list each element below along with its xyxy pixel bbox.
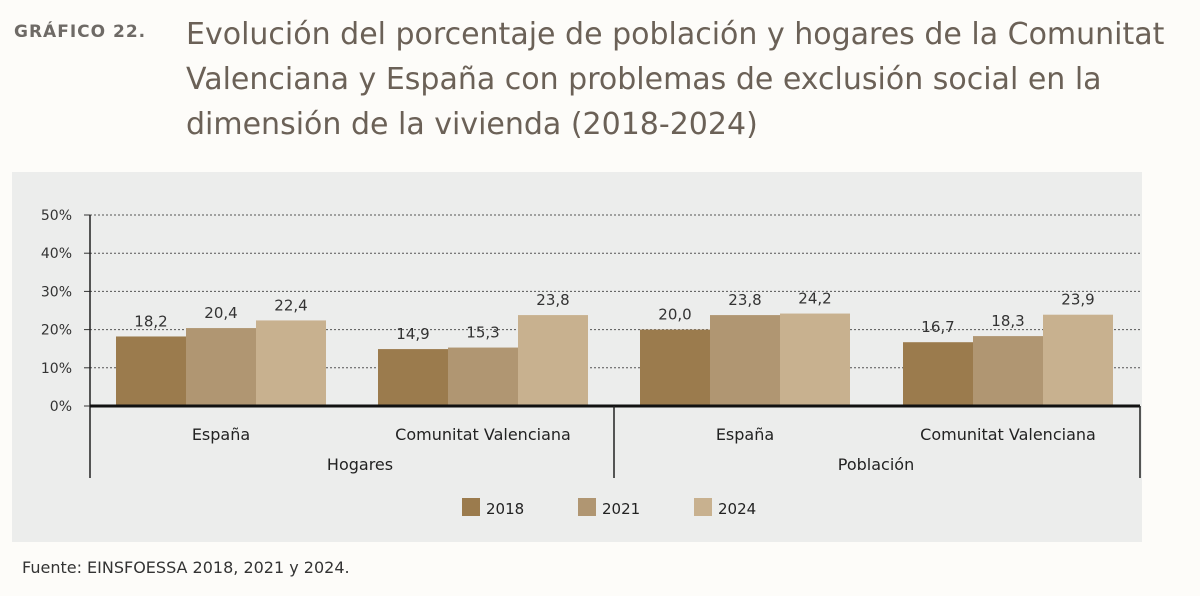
y-tick-label: 0% bbox=[50, 399, 72, 415]
bar-2018 bbox=[640, 329, 710, 406]
data-label: 15,3 bbox=[466, 324, 499, 342]
category-label: Comunitat Valenciana bbox=[920, 425, 1096, 444]
data-label: 18,3 bbox=[991, 312, 1024, 330]
bar-2018 bbox=[116, 336, 186, 406]
data-label: 14,9 bbox=[396, 325, 429, 343]
data-label: 23,8 bbox=[536, 291, 569, 309]
y-tick-label: 50% bbox=[41, 208, 72, 224]
legend-swatch-2021 bbox=[578, 498, 596, 516]
legend-label: 2021 bbox=[602, 500, 640, 518]
bar-2024 bbox=[780, 313, 850, 406]
y-tick-label: 30% bbox=[41, 284, 72, 300]
group-label: Población bbox=[838, 455, 914, 474]
legend-label: 2024 bbox=[718, 500, 756, 518]
source-note: Fuente: EINSFOESSA 2018, 2021 y 2024. bbox=[22, 558, 350, 577]
bar-2021 bbox=[448, 347, 518, 406]
data-label: 23,8 bbox=[728, 291, 761, 309]
category-label: Comunitat Valenciana bbox=[395, 425, 571, 444]
chart-number: GRÁFICO 22. bbox=[14, 22, 147, 42]
group-label: Hogares bbox=[327, 455, 393, 474]
bar-2018 bbox=[378, 349, 448, 406]
bar-2024 bbox=[256, 320, 326, 406]
bar-2021 bbox=[710, 315, 780, 406]
y-tick-label: 40% bbox=[41, 246, 72, 262]
chart-title: Evolución del porcentaje de población y … bbox=[186, 17, 1165, 142]
category-label: España bbox=[192, 425, 250, 444]
data-label: 16,7 bbox=[921, 318, 954, 336]
y-tick-label: 20% bbox=[41, 323, 72, 339]
y-tick-label: 10% bbox=[41, 361, 72, 377]
category-label: España bbox=[716, 425, 774, 444]
bar-2021 bbox=[973, 336, 1043, 406]
bar-2024 bbox=[518, 315, 588, 406]
data-label: 20,0 bbox=[658, 306, 691, 324]
bar-2024 bbox=[1043, 314, 1113, 406]
legend-swatch-2018 bbox=[462, 498, 480, 516]
data-label: 23,9 bbox=[1061, 291, 1094, 309]
data-label: 20,4 bbox=[204, 304, 237, 322]
data-label: 18,2 bbox=[134, 312, 167, 330]
legend-swatch-2024 bbox=[694, 498, 712, 516]
bar-2018 bbox=[903, 342, 973, 406]
bar-2021 bbox=[186, 328, 256, 406]
data-label: 22,4 bbox=[274, 296, 307, 314]
data-label: 24,2 bbox=[798, 290, 831, 308]
legend-label: 2018 bbox=[486, 500, 524, 518]
